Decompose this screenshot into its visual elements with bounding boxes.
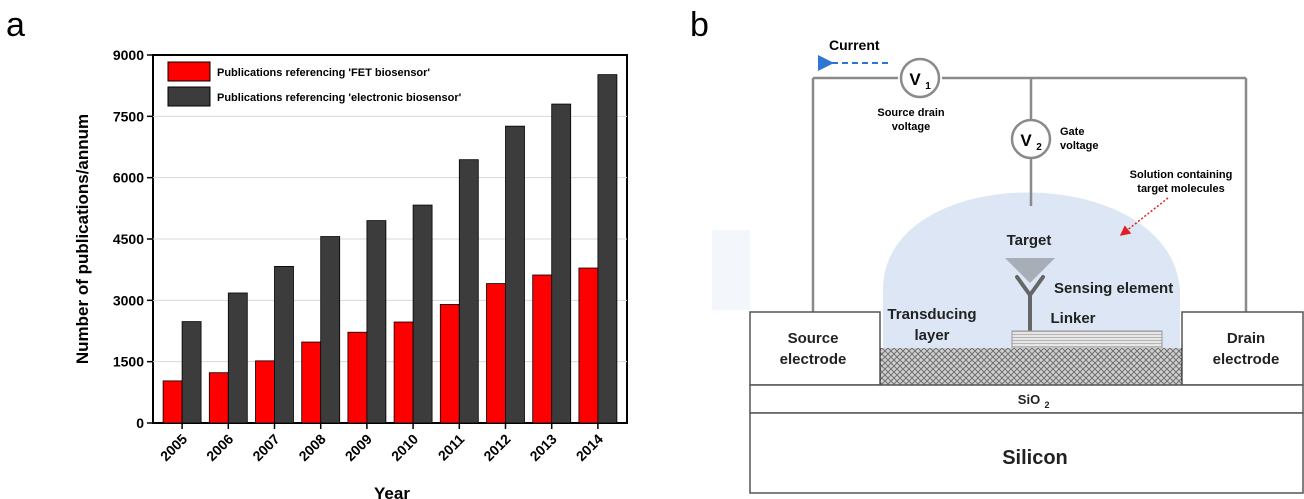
y-tick-label: 1500 xyxy=(113,354,144,370)
transducing-layer xyxy=(880,348,1182,385)
circuit-wires xyxy=(811,76,1248,312)
v1-caption-line2: voltage xyxy=(892,121,931,133)
bar-electronic-2007 xyxy=(274,265,294,424)
bar-electronic-2008 xyxy=(320,236,341,424)
bar-electronic-2006 xyxy=(227,292,248,424)
transducing-label-line1: Transducing xyxy=(887,306,976,323)
linker-label: Linker xyxy=(1050,310,1095,327)
legend: Publications referencing 'FET biosensor'… xyxy=(167,61,462,107)
y-axis-ticks: 0 1500 3000 4500 6000 7500 9000 xyxy=(113,47,153,431)
sio2-label: SiO xyxy=(1018,392,1040,407)
panel-label-b: b xyxy=(690,6,709,44)
transducing-label-line2: layer xyxy=(914,327,949,344)
source-label-line1: Source xyxy=(788,330,839,347)
solution-caption-line2: target molecules xyxy=(1137,183,1224,195)
y-tick-label: 9000 xyxy=(113,47,144,63)
sio2-subscript: 2 xyxy=(1044,400,1049,410)
source-electrode xyxy=(749,311,881,386)
linker-layer xyxy=(1011,330,1163,349)
sensing-element xyxy=(1015,275,1045,333)
legend-label-electronic: Publications referencing 'electronic bio… xyxy=(217,92,462,104)
legend-label-fet: Publications referencing 'FET biosensor' xyxy=(217,67,430,79)
bar-electronic-2012 xyxy=(505,125,525,424)
target-label: Target xyxy=(1007,232,1052,249)
v1-subscript: 1 xyxy=(925,81,931,92)
solution-pointer-arrow xyxy=(1119,197,1169,236)
target-molecule xyxy=(1005,258,1055,283)
v1-caption-line1: Source drain xyxy=(877,107,945,119)
y-tick-label: 3000 xyxy=(113,292,144,308)
bar-electronic-2010 xyxy=(412,204,433,424)
legend-swatch-fet xyxy=(167,61,211,82)
panel-label-a: a xyxy=(6,6,25,44)
y-tick-label: 0 xyxy=(136,415,144,431)
bars xyxy=(162,74,618,424)
bar-electronic-2009 xyxy=(366,220,387,424)
current-label: Current xyxy=(829,37,880,53)
bar-electronic-2005 xyxy=(181,321,202,424)
bar-electronic-2011 xyxy=(458,159,479,424)
drain-label-line2: electrode xyxy=(1213,351,1280,368)
v2-caption-line2: voltage xyxy=(1060,140,1099,152)
x-axis-label: Year xyxy=(374,484,410,499)
y-tick-label: 7500 xyxy=(113,108,144,124)
v2-subscript: 2 xyxy=(1036,142,1042,153)
y-tick-label: 6000 xyxy=(113,170,144,186)
solution-caption-line1: Solution containing xyxy=(1130,169,1233,181)
v2-symbol: V xyxy=(1020,131,1032,150)
y-axis-label: Number of publications/annum xyxy=(73,114,92,364)
sio2-layer xyxy=(749,384,1304,414)
v2-caption-line1: Gate xyxy=(1060,126,1084,138)
v1-symbol: V xyxy=(909,70,921,89)
solution-haze xyxy=(712,230,750,310)
voltmeter-v1 xyxy=(899,57,941,99)
legend-swatch-electronic xyxy=(167,86,211,107)
voltmeter-v2 xyxy=(1010,118,1052,160)
silicon-label: Silicon xyxy=(1002,447,1068,469)
y-tick-label: 4500 xyxy=(113,231,144,247)
drain-electrode xyxy=(1181,311,1304,386)
bar-electronic-2014 xyxy=(597,74,618,424)
drain-label-line1: Drain xyxy=(1227,330,1265,347)
silicon-substrate xyxy=(749,412,1304,494)
source-label-line2: electrode xyxy=(780,351,847,368)
sensing-element-label: Sensing element xyxy=(1054,280,1173,297)
bar-electronic-2013 xyxy=(551,103,572,424)
